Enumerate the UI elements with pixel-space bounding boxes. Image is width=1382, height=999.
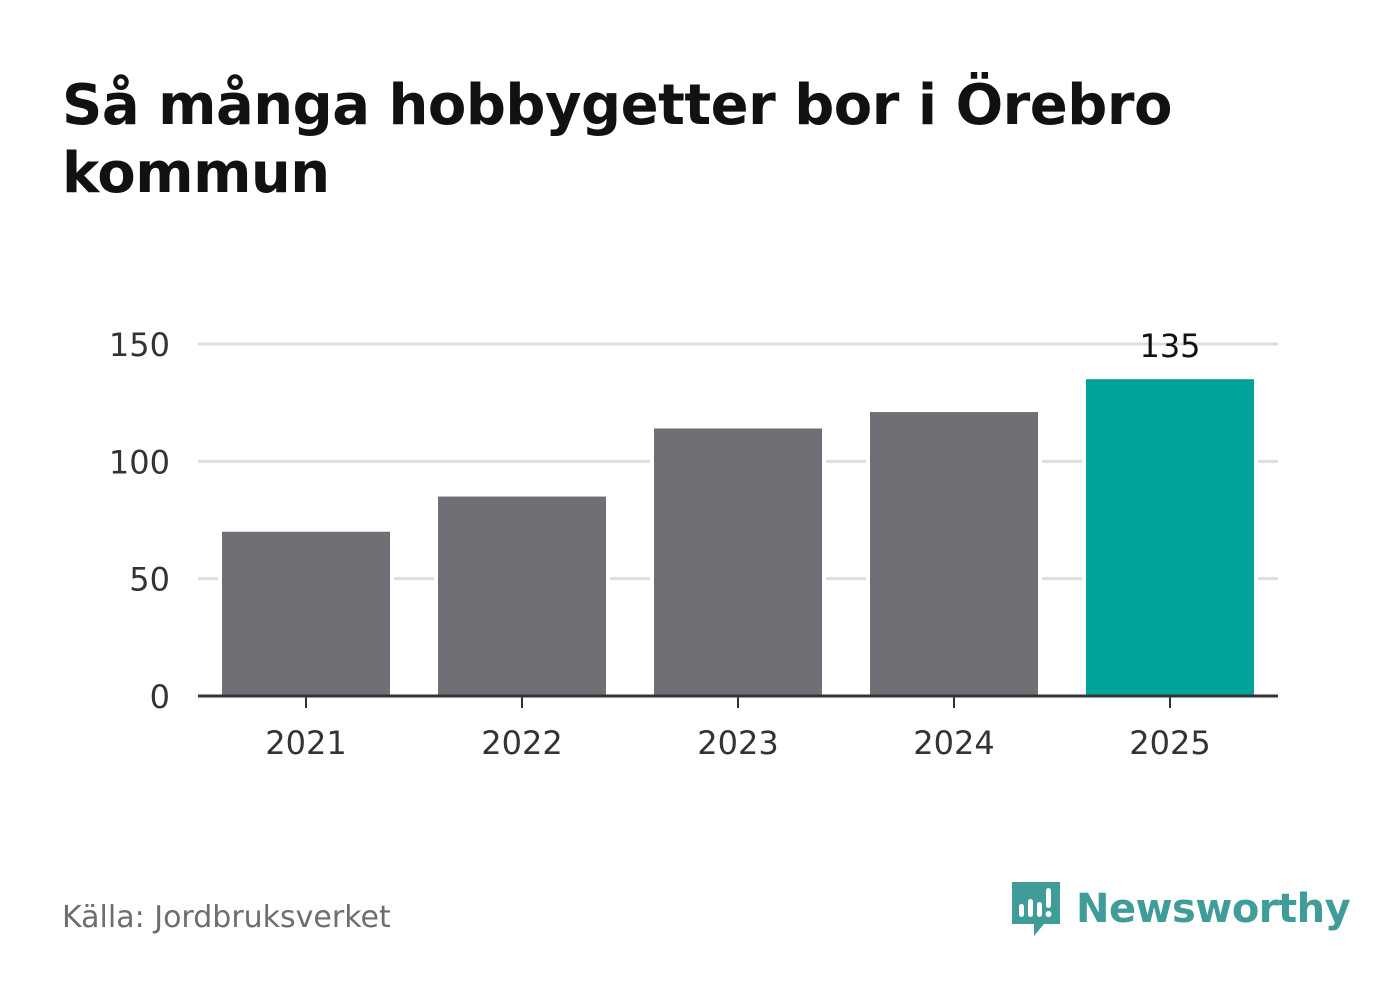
y-tick-label: 100 — [109, 443, 170, 481]
axes — [198, 694, 1278, 708]
x-tick-label: 2023 — [697, 724, 778, 762]
bar — [870, 412, 1038, 696]
x-tick-label: 2024 — [913, 724, 994, 762]
data-label: 135 — [1139, 327, 1200, 365]
x-tick-label: 2021 — [265, 724, 346, 762]
bar — [438, 496, 606, 696]
y-tick-label: 150 — [109, 326, 170, 364]
chart-title: Så många hobbygetter bor i Örebro kommun — [62, 73, 1172, 206]
y-tick-label: 0 — [150, 678, 170, 716]
brand-logo: Newsworthy — [1010, 878, 1351, 940]
x-tick-label: 2025 — [1129, 724, 1210, 762]
bars — [218, 379, 1258, 696]
newsworthy-logo-icon — [1012, 882, 1060, 936]
x-tick-label: 2022 — [481, 724, 562, 762]
source-note: Källa: Jordbruksverket — [62, 900, 391, 935]
bar — [654, 428, 822, 696]
y-tick-label: 50 — [129, 561, 170, 599]
labels: 0 50 100 150 2021 2022 2023 2024 2025 135 — [109, 326, 1211, 762]
bar — [222, 531, 390, 696]
brand-name: Newsworthy — [1076, 886, 1351, 932]
bar — [1086, 379, 1254, 696]
